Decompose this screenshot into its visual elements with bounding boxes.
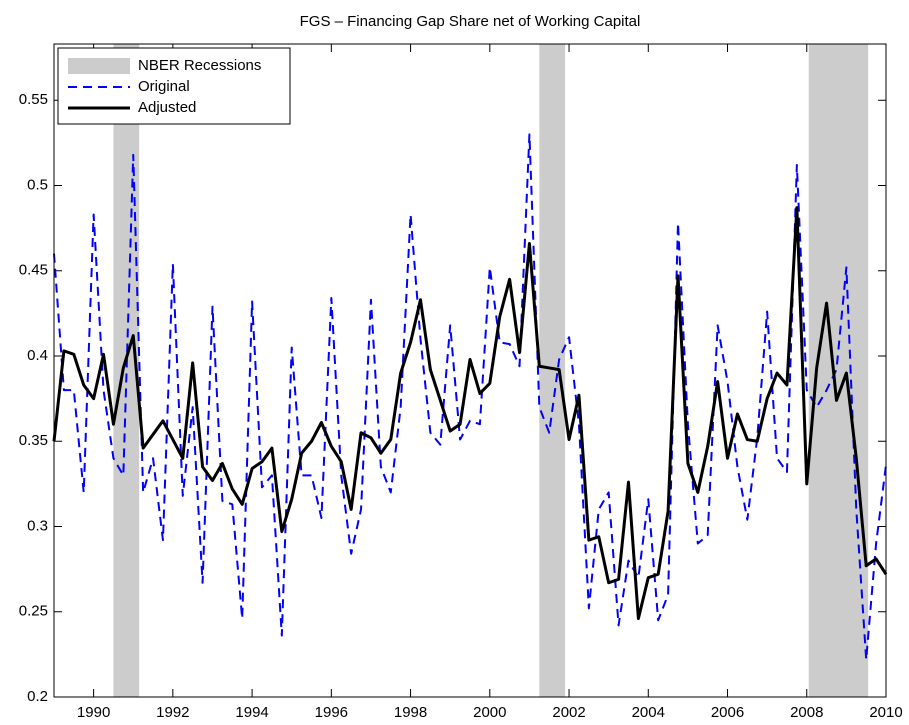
plot-frame xyxy=(53,43,887,698)
legend-label: NBER Recessions xyxy=(138,57,261,74)
x-tick-label: 2010 xyxy=(869,704,902,721)
y-tick-label: 0.35 xyxy=(19,432,48,449)
x-tick-label: 2002 xyxy=(552,704,585,721)
x-tick-label: 1996 xyxy=(315,704,348,721)
y-tick-label: 0.25 xyxy=(19,603,48,620)
x-tick-label: 1990 xyxy=(77,704,110,721)
legend-label: Original xyxy=(138,78,190,95)
y-tick-label: 0.4 xyxy=(27,347,48,364)
series-line xyxy=(52,206,888,621)
y-tick-label: 0.3 xyxy=(27,517,48,534)
y-tick-label: 0.45 xyxy=(19,262,48,279)
y-tick-label: 0.2 xyxy=(27,688,48,705)
recession-band xyxy=(539,44,566,697)
recession-band xyxy=(808,44,869,697)
x-tick-label: 1992 xyxy=(156,704,189,721)
series-line xyxy=(53,133,887,661)
x-tick-label: 1998 xyxy=(394,704,427,721)
chart-title: FGS – Financing Gap Share net of Working… xyxy=(300,13,641,30)
legend-label: Adjusted xyxy=(138,99,196,116)
x-tick-label: 2006 xyxy=(711,704,744,721)
legend: NBER Recessions Original Adjusted xyxy=(57,47,291,125)
x-tick-label: 2000 xyxy=(473,704,506,721)
legend-swatch xyxy=(68,58,130,74)
x-tick-label: 2008 xyxy=(790,704,823,721)
y-tick-label: 0.5 xyxy=(27,176,48,193)
x-tick-label: 2004 xyxy=(632,704,665,721)
x-tick-label: 1994 xyxy=(235,704,268,721)
y-tick-label: 0.55 xyxy=(19,91,48,108)
